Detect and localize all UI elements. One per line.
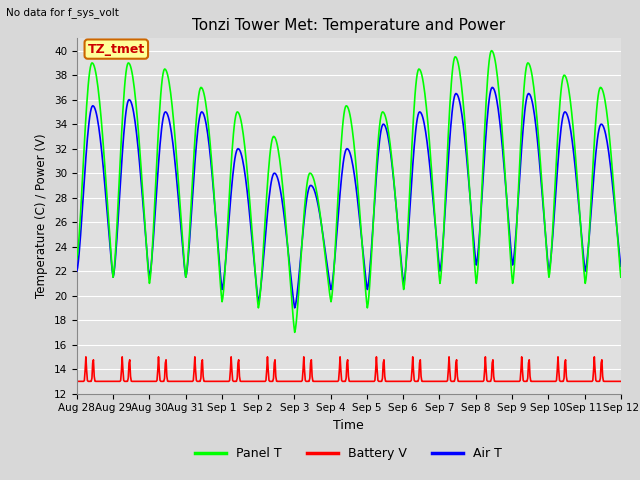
Title: Tonzi Tower Met: Temperature and Power: Tonzi Tower Met: Temperature and Power [192, 18, 506, 33]
Text: No data for f_sys_volt: No data for f_sys_volt [6, 7, 119, 18]
Legend: Panel T, Battery V, Air T: Panel T, Battery V, Air T [190, 443, 508, 466]
Y-axis label: Temperature (C) / Power (V): Temperature (C) / Power (V) [35, 134, 48, 298]
X-axis label: Time: Time [333, 419, 364, 432]
Text: TZ_tmet: TZ_tmet [88, 43, 145, 56]
